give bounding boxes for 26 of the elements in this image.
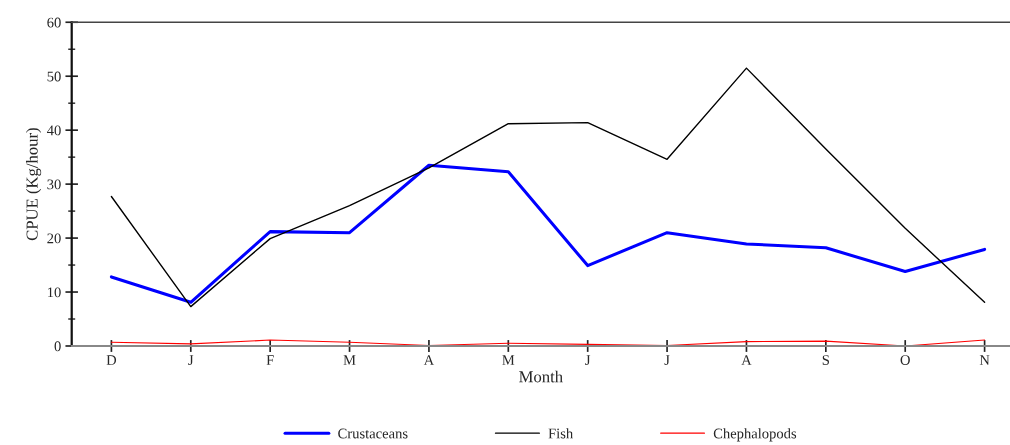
- line-series: [110, 67, 986, 308]
- y-tick-label: 20: [47, 233, 61, 244]
- x-tick-label: F: [266, 355, 274, 365]
- y-tick-label: 50: [47, 71, 61, 82]
- x-tick-label: M: [502, 355, 515, 365]
- y-tick-label: 40: [46, 125, 61, 136]
- y-tick-label: 10: [47, 287, 61, 298]
- x-tick-label: J: [585, 355, 591, 365]
- x-tick-label: N: [979, 355, 990, 365]
- y-axis-title: CPUE (Kg/hour): [25, 128, 42, 241]
- y-tick-label: 60: [47, 17, 61, 28]
- x-tick-label: A: [423, 355, 435, 365]
- legend-label: Chephalopods: [713, 428, 797, 442]
- x-tick-label: S: [822, 355, 829, 365]
- x-tick-label: M: [343, 355, 356, 365]
- x-tick-label: J: [664, 355, 670, 365]
- x-axis-title: Month: [519, 370, 563, 383]
- legend-label: Crustaceans: [338, 428, 408, 439]
- x-tick-label: A: [741, 355, 752, 365]
- y-tick-label: 0: [54, 341, 61, 352]
- x-tick-label: O: [900, 355, 910, 365]
- x-tick-label: J: [188, 355, 194, 365]
- y-tick-label: 30: [47, 179, 61, 190]
- line-series: [109, 163, 987, 304]
- x-tick-label: D: [106, 355, 117, 365]
- legend-label: Fish: [548, 428, 573, 439]
